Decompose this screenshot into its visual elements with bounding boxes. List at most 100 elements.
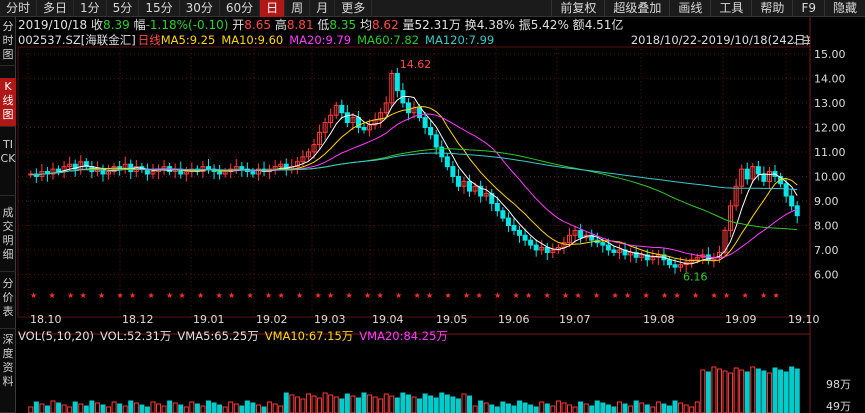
volume-bar — [211, 402, 217, 413]
volume-bar — [405, 394, 411, 413]
event-marker: ★ — [643, 291, 650, 300]
period-tab-1[interactable]: 多日 — [37, 0, 75, 17]
event-marker: ★ — [265, 291, 272, 300]
x-tick-label: 19.04 — [372, 313, 404, 326]
y-tick-label: 6.00 — [814, 268, 839, 281]
toolbar-right-button-2[interactable]: 画线 — [669, 0, 710, 17]
volume-bar — [561, 402, 567, 413]
candle-body — [206, 166, 212, 170]
candle-body — [233, 166, 239, 170]
kline-chart[interactable]: 15.00 14.00 13.00 12.00 11.00 10.00 9.00 8.00 7.… — [16, 17, 865, 413]
volume-bar — [111, 401, 117, 413]
toolbar-right-button-0[interactable]: 前复权 — [551, 0, 604, 17]
toolbar-right-button-1[interactable]: 超级叠加 — [604, 0, 669, 17]
volume-bar — [450, 396, 456, 413]
candle-body — [522, 234, 528, 241]
low-value: 8.35 — [329, 18, 357, 32]
volume-bar — [578, 401, 584, 413]
candle-body — [83, 161, 89, 168]
candle-body — [650, 256, 656, 261]
candle-body — [111, 166, 117, 173]
volume-bar — [383, 393, 389, 413]
toolbar-right-button-3[interactable]: 工具 — [710, 0, 751, 17]
period-label: 日线 — [137, 33, 161, 47]
volume-bar — [339, 398, 345, 413]
side-tab-price-table[interactable]: 分价表 — [0, 275, 16, 329]
x-tick-label: 19.06 — [498, 313, 530, 326]
side-tab-timeshare[interactable]: 分时图 — [0, 18, 16, 66]
candle-body — [639, 254, 645, 258]
event-marker: ★ — [692, 291, 699, 300]
volume-bar — [239, 405, 245, 413]
candle-body — [56, 168, 62, 173]
event-marker: ★ — [296, 291, 303, 300]
candle-body — [544, 247, 550, 253]
candle-body — [450, 166, 456, 177]
period-tab-6[interactable]: 60分 — [220, 0, 261, 17]
volume-bar — [367, 394, 373, 413]
volume-bar — [739, 369, 745, 413]
volume-bar — [505, 403, 511, 413]
y-tick-label: 9.00 — [814, 195, 839, 208]
volume-bar — [444, 394, 450, 413]
volume-bar — [183, 406, 189, 413]
volume-bar — [300, 398, 306, 413]
chevron-down-icon[interactable]: ⌄ — [790, 36, 799, 47]
period-tab-10[interactable]: 更多 — [335, 0, 373, 17]
volume-bar — [472, 405, 478, 413]
event-marker: ★ — [723, 291, 730, 300]
period-tab-9[interactable]: 月 — [310, 0, 336, 17]
settings-icon[interactable]: ☰ — [802, 36, 811, 47]
avg-value: 8.62 — [371, 18, 399, 32]
toolbar-right-button-5[interactable]: F9 — [792, 0, 824, 17]
candle-body — [589, 234, 595, 241]
low-label: 低 — [317, 18, 330, 32]
candle-body — [578, 229, 584, 239]
period-tab-2[interactable]: 1分 — [74, 0, 107, 17]
period-tab-5[interactable]: 30分 — [180, 0, 220, 17]
close-label: 收 — [91, 18, 104, 32]
amplitude-value: 5.42% — [530, 18, 569, 32]
side-tab-tick[interactable]: TICK — [0, 136, 16, 196]
change-abs-value: (-0.10) — [188, 18, 229, 32]
volume-bar — [250, 402, 256, 413]
volume-bar — [50, 400, 56, 413]
event-marker: ★ — [760, 291, 767, 300]
candle-body — [750, 166, 756, 180]
period-tab-7[interactable]: 日 — [260, 0, 286, 17]
volume-tick-49: 49万 — [826, 400, 851, 413]
side-tab-kline[interactable]: K线图 — [0, 78, 16, 127]
volume-bar — [433, 397, 439, 413]
candle-body — [511, 224, 517, 231]
event-marker: ★ — [216, 291, 223, 300]
period-tab-8[interactable]: 周 — [285, 0, 311, 17]
side-tab-trade-detail[interactable]: 成交明细 — [0, 204, 16, 272]
candle-body — [616, 249, 622, 253]
period-tab-3[interactable]: 5分 — [107, 0, 140, 17]
toolbar-right-button-4[interactable]: 帮助 — [751, 0, 792, 17]
toolbar-right-button-6[interactable]: 隐藏 — [823, 0, 865, 17]
event-marker: ★ — [377, 291, 384, 300]
event-marker: ★ — [494, 291, 501, 300]
volume-bar — [72, 401, 78, 413]
candle-body — [394, 73, 400, 92]
period-tab-0[interactable]: 分时 — [0, 0, 38, 17]
side-tab-depth-info[interactable]: 深度资料 — [0, 331, 16, 413]
volume-bar — [783, 371, 789, 413]
y-tick-label: 8.00 — [814, 219, 839, 232]
ma10-legend: MA10:9.60 — [221, 33, 284, 47]
volume-bar — [122, 405, 128, 413]
candle-body — [517, 229, 523, 236]
volume-bar — [550, 405, 556, 413]
event-marker: ★ — [30, 291, 37, 300]
volume-bar — [622, 403, 628, 413]
volume-bar — [200, 405, 206, 413]
candle-body — [339, 104, 345, 114]
volume-bar — [283, 392, 289, 413]
candle-body — [611, 249, 617, 253]
period-tab-4[interactable]: 15分 — [139, 0, 180, 17]
volume-bar — [289, 394, 295, 413]
volume-bar — [39, 403, 45, 413]
candle-body — [405, 102, 411, 114]
open-label: 开 — [232, 18, 245, 32]
